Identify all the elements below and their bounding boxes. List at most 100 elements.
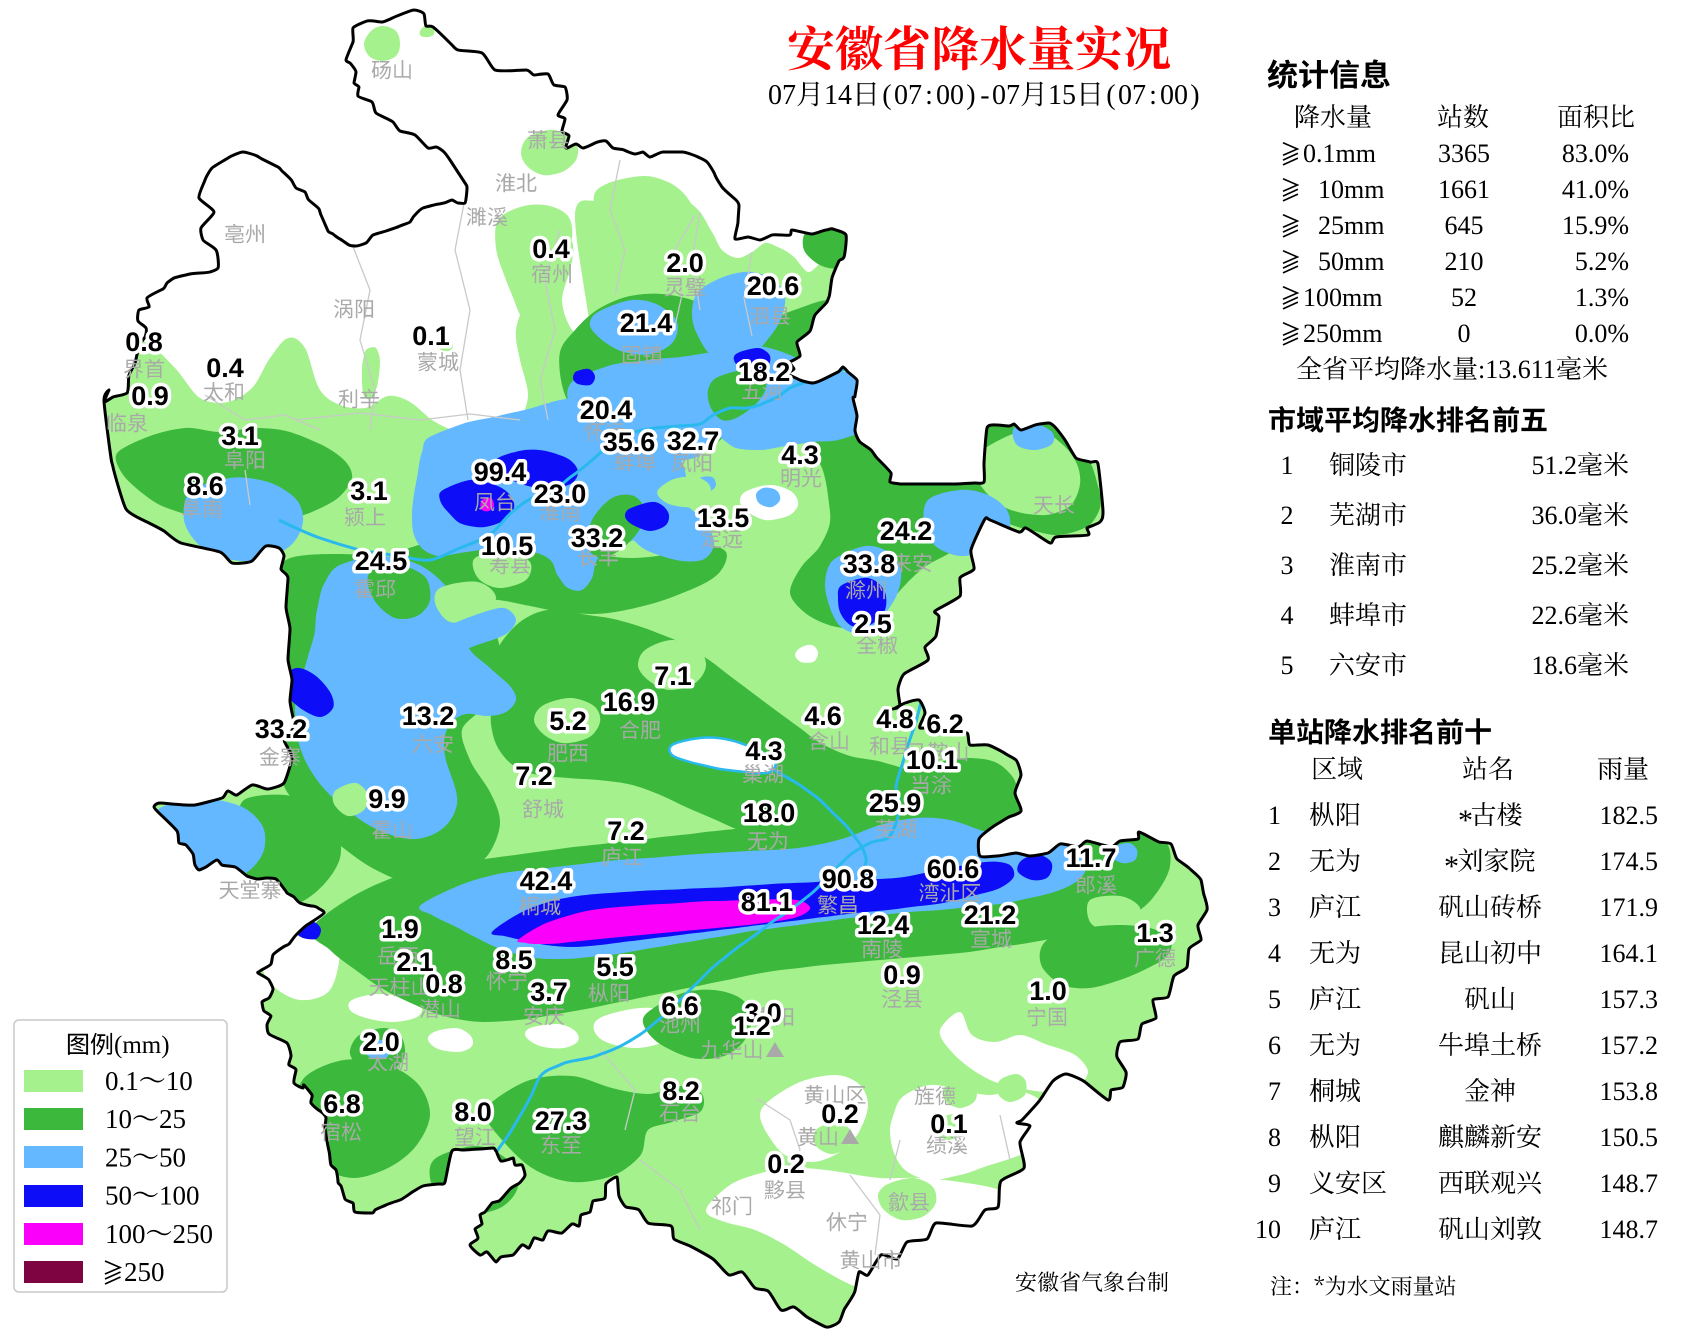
svg-text:(: ( (1106, 80, 1115, 111)
svg-text:25: 25 (159, 1104, 186, 1134)
svg-text:8.5: 8.5 (495, 945, 533, 975)
svg-text:20.6: 20.6 (747, 271, 800, 301)
svg-text:6: 6 (1268, 1031, 1281, 1060)
svg-text:21.2: 21.2 (964, 900, 1017, 930)
svg-text:210: 210 (1445, 247, 1484, 276)
svg-text:9.9: 9.9 (368, 784, 406, 814)
svg-text:0.0%: 0.0% (1575, 319, 1629, 348)
svg-text:8.6: 8.6 (186, 471, 224, 501)
svg-text:9: 9 (1268, 1169, 1281, 1198)
svg-text:1.2: 1.2 (733, 1011, 771, 1041)
svg-text:0: 0 (1174, 80, 1188, 111)
svg-text:7.2: 7.2 (515, 761, 553, 791)
svg-text:42.4: 42.4 (520, 866, 573, 896)
svg-text:22.6: 22.6 (1532, 601, 1578, 630)
svg-text:13.2: 13.2 (402, 701, 455, 731)
svg-text:11.7: 11.7 (1065, 843, 1116, 873)
svg-text:8: 8 (1268, 1123, 1281, 1152)
svg-text:7.1: 7.1 (654, 661, 692, 691)
svg-text:250: 250 (124, 1257, 165, 1287)
svg-text:90.8: 90.8 (822, 864, 875, 894)
svg-text:99.4: 99.4 (474, 457, 527, 487)
svg-text:164.1: 164.1 (1600, 939, 1659, 968)
svg-text:4.8: 4.8 (876, 704, 914, 734)
svg-text:52: 52 (1451, 283, 1477, 312)
svg-text:4: 4 (1281, 601, 1294, 630)
svg-text:7: 7 (1132, 80, 1146, 111)
svg-text:157.3: 157.3 (1600, 985, 1659, 1014)
svg-text:7: 7 (782, 80, 796, 111)
svg-text:1661: 1661 (1438, 175, 1490, 204)
svg-text:174.5: 174.5 (1600, 847, 1659, 876)
svg-text:148.7: 148.7 (1600, 1215, 1659, 1244)
svg-text:0.9: 0.9 (131, 381, 169, 411)
svg-text:3.0: 3.0 (744, 998, 782, 1028)
svg-text:0.4: 0.4 (532, 234, 570, 264)
svg-text:10: 10 (166, 1066, 193, 1096)
svg-text:3.1: 3.1 (221, 421, 259, 451)
svg-text:33.2: 33.2 (571, 523, 624, 553)
svg-text:153.8: 153.8 (1600, 1077, 1659, 1106)
svg-text:4.6: 4.6 (804, 701, 842, 731)
svg-text::: : (925, 80, 933, 111)
svg-text:*: * (1458, 804, 1473, 837)
svg-text:4.3: 4.3 (745, 736, 783, 766)
svg-text:20.4: 20.4 (580, 395, 633, 425)
svg-text:50: 50 (159, 1142, 186, 1172)
svg-text:182.5: 182.5 (1600, 801, 1659, 830)
svg-text:33.2: 33.2 (255, 714, 308, 744)
svg-text:5.5: 5.5 (596, 952, 634, 982)
svg-text:51.2: 51.2 (1532, 451, 1578, 480)
svg-text:0.1: 0.1 (105, 1066, 139, 1096)
svg-text:83.0%: 83.0% (1562, 139, 1629, 168)
svg-text:33.8: 33.8 (843, 549, 896, 579)
svg-text:60.6: 60.6 (927, 854, 980, 884)
svg-text:18.0: 18.0 (743, 798, 796, 828)
svg-text:(: ( (882, 80, 891, 111)
svg-text:24.2: 24.2 (880, 516, 933, 546)
svg-text:2.0: 2.0 (666, 248, 704, 278)
svg-text:24.5: 24.5 (355, 546, 408, 576)
svg-text:5: 5 (1268, 985, 1281, 1014)
svg-text:7: 7 (908, 80, 922, 111)
svg-text:1: 1 (1281, 451, 1294, 480)
svg-text:(mm): (mm) (114, 1032, 170, 1059)
svg-text:0: 0 (950, 80, 964, 111)
svg-text:3.1: 3.1 (350, 476, 388, 506)
svg-text:6.2: 6.2 (926, 709, 964, 739)
svg-text:0.9: 0.9 (883, 960, 921, 990)
svg-text:13.5: 13.5 (697, 503, 750, 533)
svg-text:2.0: 2.0 (362, 1027, 400, 1057)
svg-text:100: 100 (159, 1181, 200, 1211)
svg-text:1: 1 (1268, 801, 1281, 830)
svg-text:3: 3 (1281, 551, 1294, 580)
svg-text:10mm: 10mm (1318, 175, 1384, 204)
svg-text:4: 4 (1268, 939, 1281, 968)
svg-text:100mm: 100mm (1303, 283, 1382, 312)
svg-text:5.2: 5.2 (549, 706, 587, 736)
svg-text:50mm: 50mm (1318, 247, 1384, 276)
svg-text:10: 10 (1255, 1215, 1281, 1244)
svg-text:): ) (966, 80, 975, 111)
svg-text:250: 250 (173, 1219, 214, 1249)
svg-text:0.2: 0.2 (767, 1149, 805, 1179)
svg-text:0: 0 (894, 80, 908, 111)
svg-text:250mm: 250mm (1303, 319, 1382, 348)
svg-text:1: 1 (1048, 80, 1062, 111)
svg-text:171.9: 171.9 (1600, 893, 1659, 922)
svg-text:1.3: 1.3 (1136, 918, 1174, 948)
svg-text:0: 0 (992, 80, 1006, 111)
svg-text:36.0: 36.0 (1532, 501, 1578, 530)
svg-text:2: 2 (1281, 501, 1294, 530)
svg-text:1.9: 1.9 (381, 914, 419, 944)
svg-text:1.0: 1.0 (1029, 976, 1067, 1006)
svg-text::13.611: :13.611 (1478, 355, 1556, 384)
svg-text:7: 7 (1006, 80, 1020, 111)
svg-text:2: 2 (1268, 847, 1281, 876)
svg-text:15.9%: 15.9% (1562, 211, 1629, 240)
svg-text:4: 4 (838, 80, 852, 111)
svg-text:0: 0 (1160, 80, 1174, 111)
svg-text:12.4: 12.4 (857, 910, 910, 940)
svg-text:81.1: 81.1 (741, 887, 794, 917)
svg-text:0: 0 (768, 80, 782, 111)
